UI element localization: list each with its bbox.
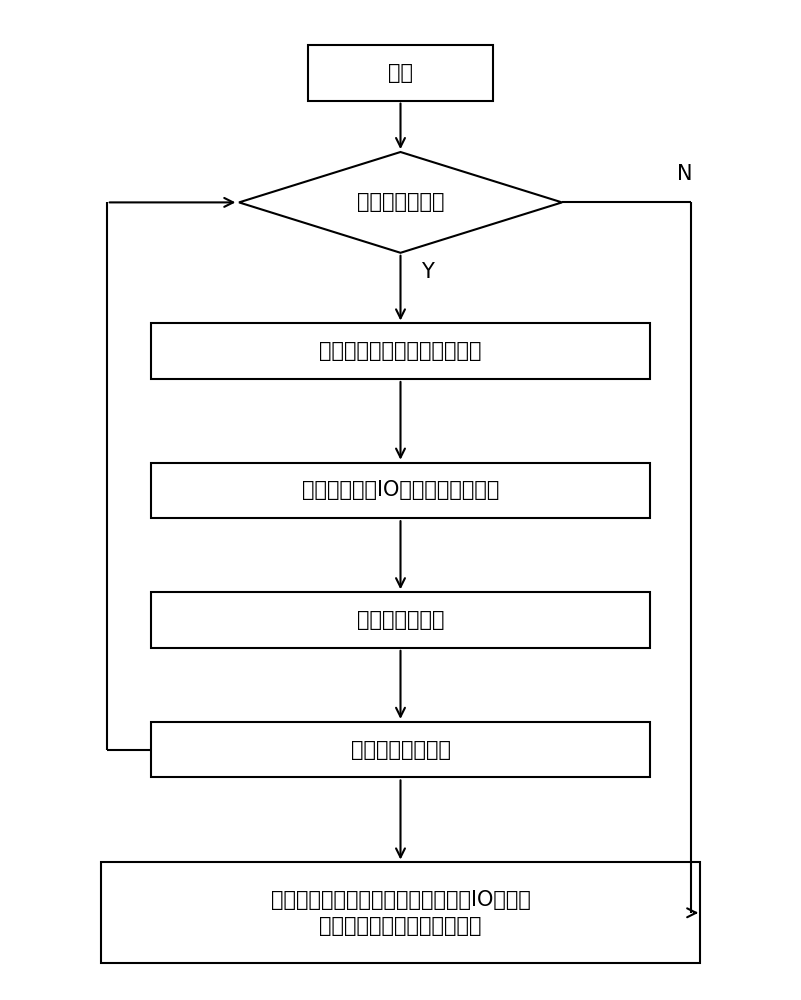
Text: 仪表进入睡眠状态: 仪表进入睡眠状态 <box>351 740 450 760</box>
Text: 开始: 开始 <box>388 63 413 83</box>
Bar <box>151 323 650 379</box>
Text: Y: Y <box>421 262 434 282</box>
Polygon shape <box>239 152 562 253</box>
Bar <box>101 862 700 963</box>
Text: 断码指示灯透过: 断码指示灯透过 <box>356 610 445 630</box>
Text: 启动第二中断定时器，操作断码液晶IO口驱动
段码液晶屏，断码指示灯透过: 启动第二中断定时器，操作断码液晶IO口驱动 段码液晶屏，断码指示灯透过 <box>271 890 530 936</box>
Bar <box>151 722 650 777</box>
Bar <box>151 463 650 518</box>
Text: 是否为休眠情况: 是否为休眠情况 <box>356 192 445 212</box>
Bar <box>151 592 650 648</box>
Text: 启动第一中断定时器定时唤醒: 启动第一中断定时器定时唤醒 <box>320 341 481 361</box>
Text: 操作断码液晶IO口驱动段码液晶屏: 操作断码液晶IO口驱动段码液晶屏 <box>302 480 499 500</box>
Bar <box>308 45 493 101</box>
Text: N: N <box>678 164 693 184</box>
